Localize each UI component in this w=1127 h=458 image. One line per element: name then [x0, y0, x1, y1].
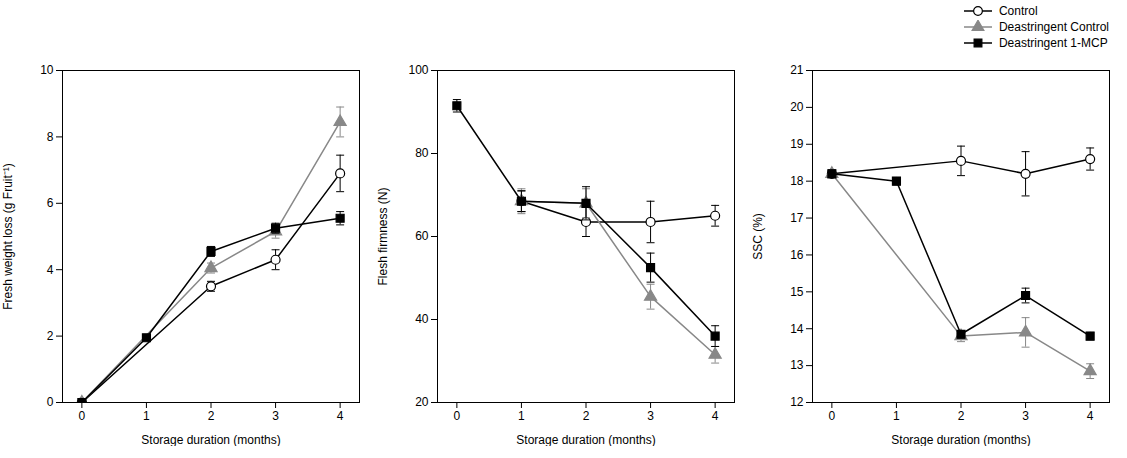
svg-text:Storage duration (months): Storage duration (months)	[141, 433, 280, 447]
svg-text:20: 20	[790, 100, 804, 114]
svg-text:40: 40	[415, 312, 429, 326]
svg-text:19: 19	[790, 137, 804, 151]
svg-text:17: 17	[790, 211, 804, 225]
svg-text:4: 4	[712, 409, 719, 423]
html-text:Deastringent 1-MCP: Deastringent 1-MCP	[998, 36, 1108, 50]
svg-text:SSC (%): SSC (%)	[751, 213, 765, 260]
svg-text:0: 0	[47, 395, 54, 409]
svg-text:Fresh weight loss (g Fruit⁻¹): Fresh weight loss (g Fruit⁻¹)	[1, 163, 15, 310]
svg-text:20: 20	[415, 395, 429, 409]
svg-text:60: 60	[415, 229, 429, 243]
svg-text:0: 0	[454, 409, 461, 423]
svg-text:2: 2	[47, 329, 54, 343]
svg-text:6: 6	[47, 196, 54, 210]
svg-text:18: 18	[790, 174, 804, 188]
svg-text:10: 10	[40, 63, 54, 77]
svg-text:0: 0	[829, 409, 836, 423]
svg-text:80: 80	[415, 146, 429, 160]
svg-text:4: 4	[1087, 409, 1094, 423]
svg-text:3: 3	[647, 409, 654, 423]
svg-text:12: 12	[790, 395, 804, 409]
svg-text:16: 16	[790, 248, 804, 262]
svg-text:3: 3	[272, 409, 279, 423]
svg-text:Storage duration (months): Storage duration (months)	[891, 433, 1030, 447]
svg-text:1: 1	[143, 409, 150, 423]
svg-text:2: 2	[208, 409, 215, 423]
html-text:Control: Control	[998, 4, 1038, 18]
svg-text:3: 3	[1022, 409, 1029, 423]
svg-text:1: 1	[893, 409, 900, 423]
html-text:Deastringent Control: Deastringent Control	[998, 20, 1109, 34]
svg-text:4: 4	[337, 409, 344, 423]
svg-text:15: 15	[790, 285, 804, 299]
svg-text:2: 2	[958, 409, 965, 423]
svg-text:21: 21	[790, 63, 804, 77]
svg-text:1: 1	[518, 409, 525, 423]
svg-text:100: 100	[408, 63, 428, 77]
svg-text:Flesh firmness (N): Flesh firmness (N)	[376, 187, 390, 285]
svg-text:13: 13	[790, 358, 804, 372]
svg-text:8: 8	[47, 130, 54, 144]
svg-text:2: 2	[583, 409, 590, 423]
svg-text:Storage duration (months): Storage duration (months)	[516, 433, 655, 447]
svg-text:14: 14	[790, 322, 804, 336]
svg-text:4: 4	[47, 263, 54, 277]
svg-text:0: 0	[79, 409, 86, 423]
